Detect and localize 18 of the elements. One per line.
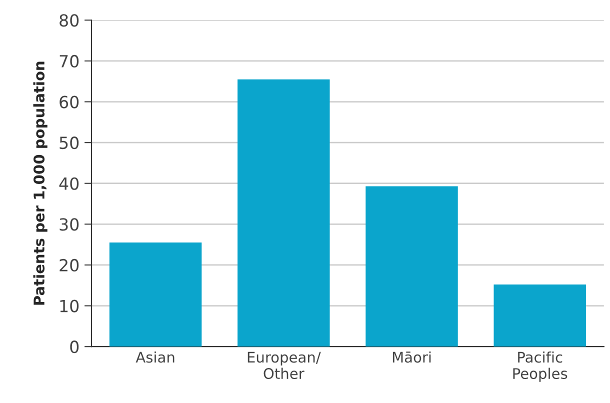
y-tick-label: 10 <box>60 300 79 312</box>
y-tick-label: 70 <box>60 54 79 68</box>
y-tick-label: 40 <box>59 177 79 190</box>
x-tick-label: Māori <box>392 351 431 363</box>
x-tick-label: European/ Other <box>248 352 321 380</box>
bar <box>494 284 586 347</box>
y-tick-label: 0 <box>70 340 79 354</box>
y-tick-label: 30 <box>60 218 79 231</box>
x-tick-label: Pacific Peoples <box>513 351 568 382</box>
y-tick-label: 20 <box>60 258 79 272</box>
bar <box>109 242 202 347</box>
bar <box>238 79 330 347</box>
y-axis-title: Patients per 1,000 population <box>33 62 48 305</box>
y-tick-label: 60 <box>60 96 79 108</box>
y-tick-label: 50 <box>60 136 79 150</box>
y-tick-label: 80 <box>60 14 79 27</box>
x-tick-label: Asian <box>136 351 174 363</box>
bar <box>366 186 458 347</box>
